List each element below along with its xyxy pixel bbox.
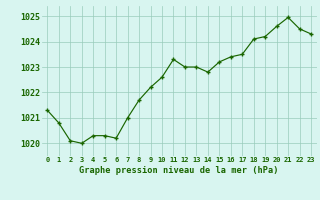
X-axis label: Graphe pression niveau de la mer (hPa): Graphe pression niveau de la mer (hPa)	[79, 166, 279, 175]
